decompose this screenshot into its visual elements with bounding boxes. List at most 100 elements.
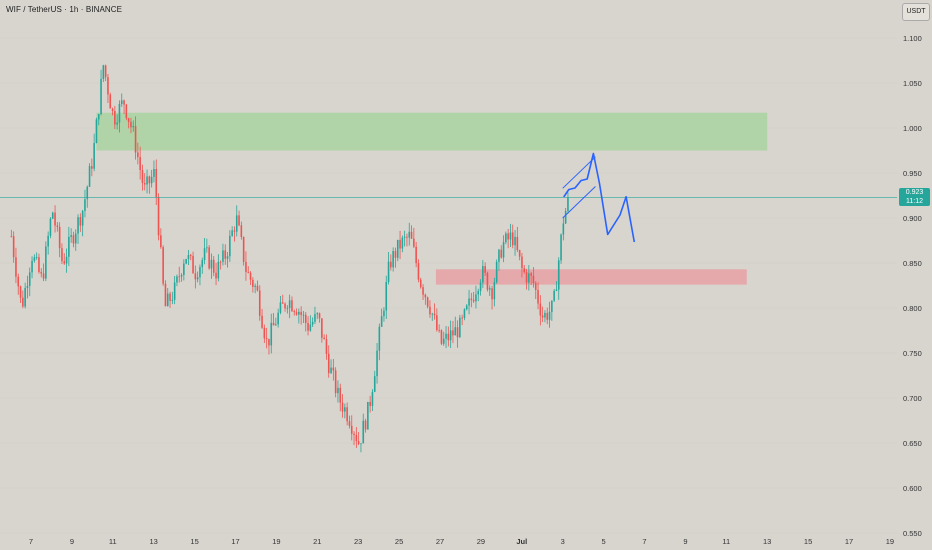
candle-body <box>22 297 24 307</box>
candle-body <box>245 261 247 272</box>
candle-body <box>344 407 346 412</box>
candle-body <box>304 314 307 323</box>
candle-body <box>229 235 231 257</box>
candle-body <box>459 317 461 338</box>
candle-body <box>203 248 206 261</box>
candle-body <box>155 169 158 198</box>
time-tick-label: 5 <box>602 537 606 546</box>
candle-body <box>433 313 436 316</box>
candle-body <box>431 313 434 315</box>
candle-body <box>222 250 224 262</box>
candle-body <box>442 338 445 344</box>
candle-body <box>488 288 491 290</box>
time-axis[interactable]: 7 9 11 13 15 17 19 21 23 25 27 29 Jul 3 5 7 9 11 13 15 17 19 <box>29 537 894 546</box>
candle-body <box>528 273 530 283</box>
candle-body <box>77 217 79 234</box>
time-tick-label: 3 <box>561 537 565 546</box>
candle-body <box>500 249 503 258</box>
candle-body <box>178 276 181 278</box>
price-tick-label: 1.000 <box>903 124 922 133</box>
candle-body <box>357 441 360 445</box>
candle-body <box>70 235 72 237</box>
time-tick-label: 19 <box>272 537 280 546</box>
candle-body <box>176 276 178 283</box>
candle-body <box>410 231 413 239</box>
candle-body <box>327 353 330 374</box>
candle-body <box>330 367 332 374</box>
candle-body <box>28 272 31 286</box>
candle-body <box>438 330 440 331</box>
candle-body <box>468 298 470 306</box>
candle-body <box>295 312 298 315</box>
candle-body <box>139 157 141 171</box>
price-tick-label: 0.550 <box>903 529 922 538</box>
candle-body <box>19 286 22 298</box>
time-tick-label: 7 <box>642 537 646 546</box>
candle-body <box>449 330 452 341</box>
candle-body <box>309 324 312 331</box>
price-chart[interactable]: 7 9 11 13 15 17 19 21 23 25 27 29 Jul 3 5 7 9 11 13 15 17 19 <box>0 0 897 550</box>
candle-body <box>81 210 84 226</box>
candle-body <box>387 261 390 282</box>
candle-body <box>367 401 369 430</box>
price-axis[interactable]: 1.100 1.050 1.000 0.950 0.900 0.850 0.800 0.750… <box>897 0 932 550</box>
candle-body <box>134 126 137 153</box>
candle-body <box>79 217 82 226</box>
candle-body <box>125 104 128 119</box>
candle-body <box>104 65 107 78</box>
price-tick-label: 1.050 <box>903 79 922 88</box>
candle-body <box>284 303 286 309</box>
currency-button[interactable]: USDT <box>902 3 930 21</box>
candle-body <box>275 324 277 326</box>
candle-body <box>534 283 537 290</box>
candle-body <box>33 257 36 261</box>
candle-body <box>413 238 415 247</box>
time-tick-label: 25 <box>395 537 403 546</box>
candle-body <box>523 268 526 273</box>
candle-body <box>482 266 484 283</box>
candle-body <box>169 293 171 301</box>
candle-body <box>238 215 240 226</box>
candle-body <box>187 254 190 260</box>
candle-body <box>51 212 54 219</box>
candle-body <box>224 250 227 259</box>
candle-body <box>415 246 417 264</box>
candle-body <box>201 260 204 268</box>
candle-body <box>452 330 454 336</box>
candle-body <box>137 152 139 158</box>
price-tick-label: 0.850 <box>903 259 922 268</box>
price-tick-label: 0.600 <box>903 484 922 493</box>
time-tick-label: Jul <box>516 537 527 546</box>
candle-body <box>265 338 268 340</box>
time-tick-label: 15 <box>804 537 812 546</box>
candle-body <box>95 119 98 144</box>
candle-body <box>537 289 539 304</box>
projection-drawing[interactable] <box>562 152 636 243</box>
candle-body <box>408 231 411 238</box>
candle-body <box>403 236 406 238</box>
candle-body <box>516 236 519 251</box>
candle-body <box>353 433 355 435</box>
channel-upper-line <box>562 156 596 189</box>
candle-body <box>436 315 438 331</box>
candle-body <box>84 199 86 211</box>
candle-body <box>293 311 296 313</box>
candle-body <box>544 312 546 318</box>
candle-body <box>38 257 40 272</box>
candle-body <box>426 297 429 307</box>
candle-body <box>261 315 263 328</box>
candle-body <box>277 312 279 325</box>
candle-body <box>562 223 565 235</box>
candle-body <box>226 256 229 259</box>
candle-body <box>35 257 38 258</box>
candle-body <box>447 333 450 341</box>
candle-body <box>551 300 553 312</box>
price-tick-label: 0.750 <box>903 349 922 358</box>
candle-body <box>364 420 367 430</box>
candle-body <box>150 176 153 184</box>
candle-body <box>337 387 339 394</box>
candle-body <box>49 218 52 236</box>
candle-body <box>254 285 256 287</box>
candle-body <box>24 287 26 307</box>
candle-body <box>17 276 20 287</box>
